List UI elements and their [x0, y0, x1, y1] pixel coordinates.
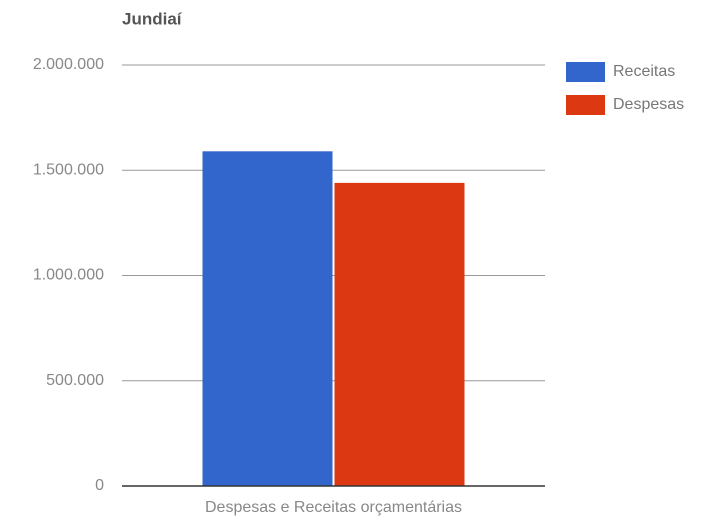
bar: [202, 151, 333, 486]
x-tick-label: Despesas e Receitas orçamentárias: [205, 499, 462, 516]
y-tick-label: 500.000: [46, 372, 104, 389]
y-tick-label: 2.000.000: [33, 56, 104, 73]
bar: [334, 182, 465, 486]
chart-title: Jundiaí: [122, 9, 183, 28]
legend-swatch: [566, 62, 605, 82]
legend-label: Receitas: [613, 63, 675, 80]
y-tick-label: 1.500.000: [33, 161, 104, 178]
y-tick-label: 0: [95, 477, 104, 494]
legend-label: Despesas: [613, 96, 684, 113]
legend-swatch: [566, 95, 605, 115]
y-tick-label: 1.000.000: [33, 267, 104, 284]
